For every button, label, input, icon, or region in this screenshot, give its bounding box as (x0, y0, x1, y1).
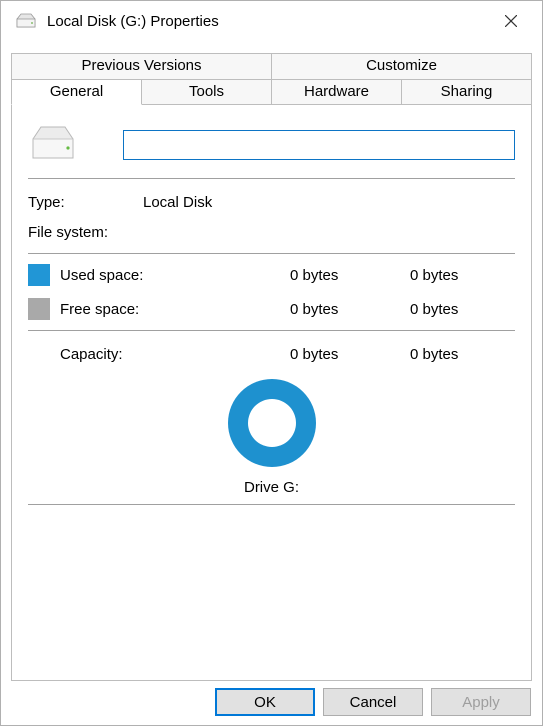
drive-icon-small (15, 10, 37, 32)
free-human: 0 bytes (410, 301, 500, 318)
apply-button[interactable]: Apply (431, 688, 531, 716)
ok-button[interactable]: OK (215, 688, 315, 716)
drive-name-input[interactable] (123, 130, 515, 160)
used-human: 0 bytes (410, 267, 500, 284)
free-label: Free space: (60, 301, 290, 318)
separator (28, 330, 515, 331)
titlebar: Local Disk (G:) Properties (1, 1, 542, 41)
drive-caption: Drive G: (28, 479, 515, 496)
separator (28, 504, 515, 505)
tab-general[interactable]: General (11, 79, 142, 105)
separator (28, 253, 515, 254)
usage-donut-chart (226, 377, 318, 469)
type-label: Type: (28, 194, 143, 211)
tabstrip: Previous Versions Customize General Tool… (11, 53, 532, 105)
type-value: Local Disk (143, 194, 515, 211)
capacity-human: 0 bytes (410, 346, 500, 363)
tab-customize[interactable]: Customize (271, 53, 532, 79)
free-swatch (28, 298, 50, 320)
tab-previous-versions[interactable]: Previous Versions (11, 53, 272, 79)
fs-label: File system: (28, 224, 143, 241)
drive-icon (28, 125, 123, 164)
tab-sharing[interactable]: Sharing (401, 79, 532, 105)
tab-hardware[interactable]: Hardware (271, 79, 402, 105)
general-panel: Type: Local Disk File system: Used space… (11, 105, 532, 681)
cancel-button[interactable]: Cancel (323, 688, 423, 716)
separator (28, 178, 515, 179)
window-title: Local Disk (G:) Properties (47, 13, 488, 30)
used-bytes: 0 bytes (290, 267, 410, 284)
dialog-footer: OK Cancel Apply (215, 688, 531, 716)
used-swatch (28, 264, 50, 286)
capacity-label: Capacity: (28, 346, 290, 363)
close-button[interactable] (488, 5, 534, 37)
tab-tools[interactable]: Tools (141, 79, 272, 105)
capacity-bytes: 0 bytes (290, 346, 410, 363)
content-area: Previous Versions Customize General Tool… (1, 41, 542, 681)
free-bytes: 0 bytes (290, 301, 410, 318)
used-label: Used space: (60, 267, 290, 284)
